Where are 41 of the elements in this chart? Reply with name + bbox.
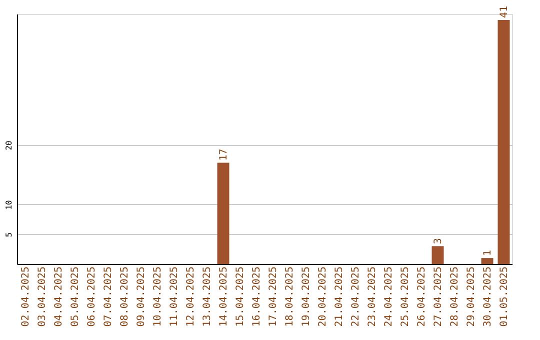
x-tick-label: 18.04.2025 [284, 266, 296, 327]
x-tick-label: 24.04.2025 [383, 266, 394, 327]
x-tick-label: 05.04.2025 [70, 266, 81, 327]
x-tick-label: 01.05.2025 [498, 266, 510, 327]
y-tick-label: 10 [4, 200, 14, 210]
x-tick-label: 11.04.2025 [168, 266, 180, 327]
y-tick-label: 20 [4, 140, 14, 150]
x-tick-label: 10.04.2025 [152, 266, 164, 327]
x-tick-label: 15.04.2025 [234, 266, 246, 327]
x-tick-label: 30.04.2025 [482, 266, 494, 327]
y-tick-label: 5 [4, 232, 14, 238]
x-tick-label: 13.04.2025 [202, 266, 213, 327]
x-tick-label: 28.04.2025 [449, 266, 460, 327]
x-tick-label: 19.04.2025 [300, 266, 312, 327]
bar [217, 162, 230, 264]
x-tick-label: 09.04.2025 [136, 266, 147, 327]
x-tick-label: 25.04.2025 [400, 266, 411, 327]
x-tick-label: 08.04.2025 [119, 266, 130, 327]
x-tick-label: 03.04.2025 [36, 266, 48, 327]
x-tick-label: 27.04.2025 [432, 266, 444, 327]
x-tick-label: 20.04.2025 [317, 266, 328, 327]
data-label: 17 [218, 148, 230, 161]
x-tick-label: 12.04.2025 [185, 266, 196, 327]
x-tick-label: 16.04.2025 [251, 266, 262, 327]
x-tick-label: 26.04.2025 [416, 266, 428, 327]
x-tick-label: 22.04.2025 [350, 266, 362, 327]
x-tick-label: 21.04.2025 [334, 266, 345, 327]
x-tick-label: 17.04.2025 [268, 266, 279, 327]
x-tick-label: 04.04.2025 [53, 266, 64, 327]
bar [498, 20, 510, 264]
bar [481, 258, 494, 264]
data-label: 1 [482, 250, 494, 256]
data-label: 3 [432, 238, 444, 244]
bar [432, 246, 444, 264]
x-tick-label: 23.04.2025 [366, 266, 378, 327]
x-tick-label: 14.04.2025 [218, 266, 230, 327]
x-tick-label: 29.04.2025 [466, 266, 477, 327]
x-tick-label: 02.04.2025 [20, 266, 32, 327]
data-label: 41 [498, 6, 510, 18]
x-tick-label: 07.04.2025 [102, 266, 114, 327]
x-tick-label: 06.04.2025 [86, 266, 98, 327]
